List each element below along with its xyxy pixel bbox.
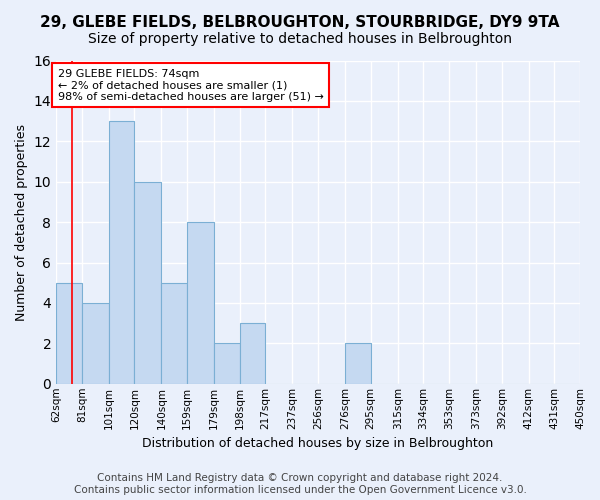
Bar — [109, 121, 134, 384]
Text: Size of property relative to detached houses in Belbroughton: Size of property relative to detached ho… — [88, 32, 512, 46]
Bar — [161, 282, 187, 384]
Bar — [214, 344, 240, 384]
Text: 29, GLEBE FIELDS, BELBROUGHTON, STOURBRIDGE, DY9 9TA: 29, GLEBE FIELDS, BELBROUGHTON, STOURBRI… — [40, 15, 560, 30]
Bar — [187, 222, 214, 384]
Bar — [56, 282, 82, 384]
Y-axis label: Number of detached properties: Number of detached properties — [15, 124, 28, 320]
Text: 29 GLEBE FIELDS: 74sqm
← 2% of detached houses are smaller (1)
98% of semi-detac: 29 GLEBE FIELDS: 74sqm ← 2% of detached … — [58, 68, 323, 102]
Bar — [345, 344, 371, 384]
Bar — [240, 323, 265, 384]
Bar — [82, 303, 109, 384]
Bar — [134, 182, 161, 384]
X-axis label: Distribution of detached houses by size in Belbroughton: Distribution of detached houses by size … — [142, 437, 494, 450]
Text: Contains HM Land Registry data © Crown copyright and database right 2024.
Contai: Contains HM Land Registry data © Crown c… — [74, 474, 526, 495]
